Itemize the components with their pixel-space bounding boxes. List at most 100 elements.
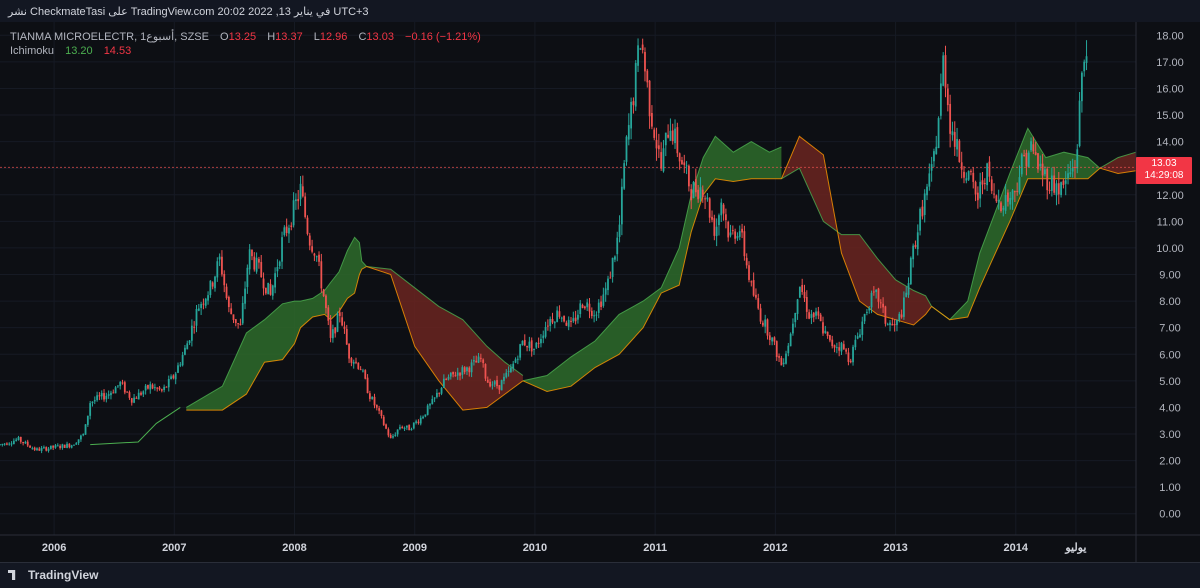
publish-header: نشر CheckmateTasi على TradingView.com 20… [0, 0, 1200, 23]
candle-body [755, 294, 757, 298]
price-tick-label: 8.00 [1159, 296, 1180, 308]
candle-body [946, 88, 949, 106]
candle-body [970, 171, 972, 173]
candle-body [306, 217, 309, 234]
grid-lines [0, 22, 1136, 535]
candle-body [301, 186, 304, 197]
candle-body [311, 246, 313, 252]
candle-body [49, 445, 52, 449]
candle-body [137, 392, 140, 400]
candle-body [179, 364, 182, 366]
candle-body [475, 360, 478, 363]
candle-body [655, 139, 658, 149]
candle-body [512, 363, 515, 369]
candle-body [761, 322, 764, 326]
candle-body [447, 376, 450, 380]
candle-body [933, 151, 935, 162]
candle-body [89, 403, 92, 416]
span-b-line [780, 135, 932, 326]
indicator-name[interactable]: Ichimoku [10, 45, 55, 57]
candle-body [771, 337, 774, 342]
candle-body [98, 395, 101, 397]
candle-body [167, 379, 170, 388]
candle-body [627, 125, 630, 140]
chart-legend: TIANMA MICROELECTR, 1أسبوع, SZSE O13.25 … [10, 30, 481, 58]
candle-body [84, 424, 87, 435]
candle-body [886, 324, 889, 326]
price-chart[interactable]: 0.00 1.00 2.00 3.00 4.00 5.00 6.00 7.00 8.00 9.00… [0, 22, 1200, 562]
candle-body [308, 235, 311, 246]
candle-body [618, 224, 621, 237]
lagging-span [90, 406, 181, 446]
candle-body [283, 227, 286, 235]
candle-body [343, 326, 346, 329]
candle-body [251, 249, 253, 257]
candle-body [974, 182, 977, 195]
candle-body [937, 118, 940, 149]
candle-body [274, 273, 276, 288]
candle-body [470, 362, 473, 373]
candle-body [325, 295, 327, 309]
candle-body [285, 226, 288, 233]
candle-body [378, 408, 381, 411]
price-tick-label: 11.00 [1157, 216, 1184, 228]
candle-body [387, 429, 390, 436]
candle-body [958, 140, 961, 163]
candle-body [22, 441, 25, 444]
bear-cloud [1099, 152, 1136, 174]
candle-body [1018, 177, 1021, 193]
span-b-line [186, 266, 367, 411]
candle-body [826, 331, 829, 337]
candle-body [759, 308, 762, 322]
candle-body [195, 309, 198, 326]
brand-name: TradingView [28, 568, 99, 582]
candle-body [544, 326, 547, 337]
candle-body [221, 256, 223, 275]
symbol-row: TIANMA MICROELECTR, 1أسبوع, SZSE O13.25 … [10, 30, 481, 44]
chart-area[interactable]: 0.00 1.00 2.00 3.00 4.00 5.00 6.00 7.00 8.00 9.00… [0, 22, 1200, 562]
candle-body [796, 299, 799, 314]
candle-body [15, 439, 18, 441]
candle-body [1027, 152, 1030, 168]
candle-body [498, 385, 501, 390]
candle-body [718, 215, 720, 226]
candle-body [976, 192, 979, 201]
candle-body [900, 314, 903, 318]
candle-body [45, 447, 48, 451]
candle-body [923, 193, 926, 215]
change-value: −0.16 (−1.21%) [405, 31, 481, 43]
candle-body [720, 202, 723, 216]
symbol-name[interactable]: TIANMA MICROELECTR, 1أسبوع, SZSE [10, 31, 209, 43]
candle-body [801, 284, 804, 292]
candle-body [1050, 175, 1053, 191]
candle-body [1023, 154, 1026, 156]
candle-body [614, 256, 616, 260]
candle-body [463, 367, 466, 373]
candle-body [822, 322, 824, 334]
candle-body [879, 302, 882, 304]
candle-body [1004, 195, 1007, 211]
candle-body [149, 384, 152, 390]
tradingview-logo[interactable]: TradingView [8, 568, 98, 582]
candle-body [1041, 163, 1044, 176]
last-price: 13.03 [1151, 158, 1177, 169]
candle-body [373, 396, 376, 406]
candle-body [625, 136, 628, 162]
span-b-line [931, 167, 1101, 321]
candle-body [355, 361, 357, 363]
candle-body [225, 286, 228, 299]
candlesticks [0, 38, 1136, 454]
candle-body [1081, 72, 1083, 102]
candle-body [912, 245, 915, 260]
candle-body [433, 397, 436, 399]
candle-body [907, 283, 910, 295]
time-tick-label: 2008 [282, 542, 306, 554]
candle-body [116, 385, 119, 387]
candle-body [741, 228, 743, 233]
candle-body [711, 216, 713, 220]
candle-body [560, 317, 563, 319]
candle-body [130, 398, 133, 403]
high-label: H [267, 31, 276, 43]
candle-body [708, 198, 711, 218]
price-tick-label: 16.00 [1156, 83, 1184, 95]
